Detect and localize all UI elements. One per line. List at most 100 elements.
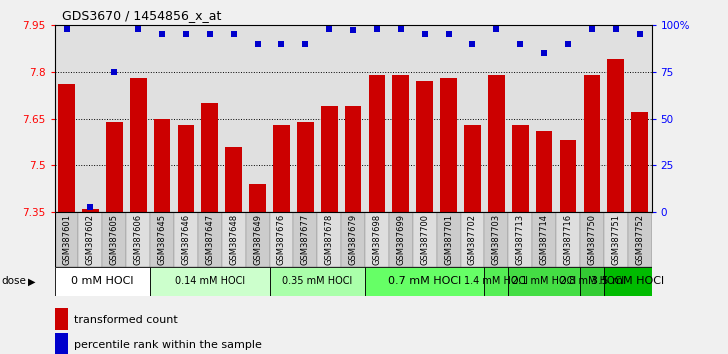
Bar (580, 212, 604, 267)
Text: GSM387606: GSM387606 (134, 214, 143, 265)
Bar (437, 212, 461, 267)
Text: GSM387699: GSM387699 (396, 214, 405, 265)
Point (371, 26, 383, 32)
Text: GSM387700: GSM387700 (420, 214, 430, 265)
Text: GSM387602: GSM387602 (86, 214, 95, 265)
Point (323, 26, 335, 32)
Text: 0.14 mM HOCl: 0.14 mM HOCl (175, 276, 245, 286)
Point (634, 32, 646, 37)
Text: 0.7 mM HOCl: 0.7 mM HOCl (388, 276, 462, 286)
Bar (55, 212, 79, 267)
Text: 3.5 mM HOCl: 3.5 mM HOCl (591, 276, 664, 286)
Bar (365, 212, 389, 267)
Text: GSM387646: GSM387646 (181, 214, 191, 265)
Bar (560, 141, 577, 212)
Bar (245, 212, 269, 267)
Point (132, 26, 144, 32)
Bar (226, 147, 242, 212)
Bar (484, 267, 508, 296)
Text: GSM387647: GSM387647 (205, 214, 214, 265)
Bar (365, 267, 484, 296)
Text: GSM387716: GSM387716 (563, 214, 572, 265)
Bar (55, 267, 150, 296)
Bar (154, 119, 170, 212)
Bar (79, 212, 103, 267)
Bar (126, 212, 150, 267)
Bar (150, 212, 174, 267)
Bar (368, 75, 385, 212)
Bar (345, 106, 361, 212)
Bar (130, 78, 146, 212)
Text: 1.4 mM HOCl: 1.4 mM HOCl (464, 276, 529, 286)
Bar (58, 84, 75, 212)
Point (395, 26, 407, 32)
Text: GSM387645: GSM387645 (157, 214, 167, 265)
Bar (202, 103, 218, 212)
Text: GSM387702: GSM387702 (468, 214, 477, 265)
Bar (580, 267, 604, 296)
Bar (82, 209, 99, 212)
Bar (269, 267, 365, 296)
Text: GSM387677: GSM387677 (301, 214, 310, 265)
Bar (174, 212, 198, 267)
Text: GSM387601: GSM387601 (62, 214, 71, 265)
Point (60, 26, 72, 32)
Point (443, 32, 454, 37)
Bar (178, 125, 194, 212)
Point (204, 32, 215, 37)
Point (157, 32, 168, 37)
Point (562, 41, 574, 46)
Text: GSM387649: GSM387649 (253, 214, 262, 265)
Bar (536, 131, 553, 212)
Text: percentile rank within the sample: percentile rank within the sample (74, 339, 261, 350)
Point (491, 26, 502, 32)
Point (419, 32, 430, 37)
Text: 0 mM HOCl: 0 mM HOCl (71, 276, 134, 286)
Bar (416, 81, 433, 212)
Text: 2.1 mM HOCl: 2.1 mM HOCl (512, 276, 576, 286)
Bar (106, 122, 122, 212)
Point (228, 32, 240, 37)
Bar (607, 59, 624, 212)
Text: GSM387679: GSM387679 (349, 214, 357, 265)
Text: transformed count: transformed count (74, 315, 178, 325)
Bar (249, 184, 266, 212)
Text: GSM387676: GSM387676 (277, 214, 286, 265)
Bar (269, 212, 293, 267)
Bar (488, 75, 505, 212)
Bar (321, 106, 338, 212)
Text: dose: dose (1, 276, 26, 286)
Bar (464, 125, 480, 212)
Text: GSM387714: GSM387714 (539, 214, 549, 265)
Point (538, 50, 550, 56)
Bar (103, 212, 126, 267)
Point (252, 41, 264, 46)
Bar (222, 212, 245, 267)
Bar (273, 125, 290, 212)
Bar (413, 212, 437, 267)
Bar (484, 212, 508, 267)
Text: GSM387752: GSM387752 (635, 214, 644, 265)
Text: 0.35 mM HOCl: 0.35 mM HOCl (282, 276, 352, 286)
Point (180, 32, 191, 37)
Bar (392, 75, 409, 212)
Text: GSM387648: GSM387648 (229, 214, 238, 265)
Text: GSM387701: GSM387701 (444, 214, 453, 265)
Text: GSM387605: GSM387605 (110, 214, 119, 265)
Point (276, 41, 288, 46)
Text: GSM387678: GSM387678 (325, 214, 333, 265)
Text: GDS3670 / 1454856_x_at: GDS3670 / 1454856_x_at (62, 9, 221, 22)
Point (108, 69, 120, 74)
Text: GSM387703: GSM387703 (492, 214, 501, 265)
Bar (532, 212, 556, 267)
Bar (150, 267, 269, 296)
Bar (55, 308, 68, 330)
Text: GSM387698: GSM387698 (373, 214, 381, 265)
Point (347, 28, 359, 33)
Bar (389, 212, 413, 267)
Bar (512, 125, 529, 212)
Point (467, 41, 478, 46)
Text: GSM387750: GSM387750 (587, 214, 596, 265)
Point (84, 204, 96, 210)
Text: ▶: ▶ (28, 276, 35, 286)
